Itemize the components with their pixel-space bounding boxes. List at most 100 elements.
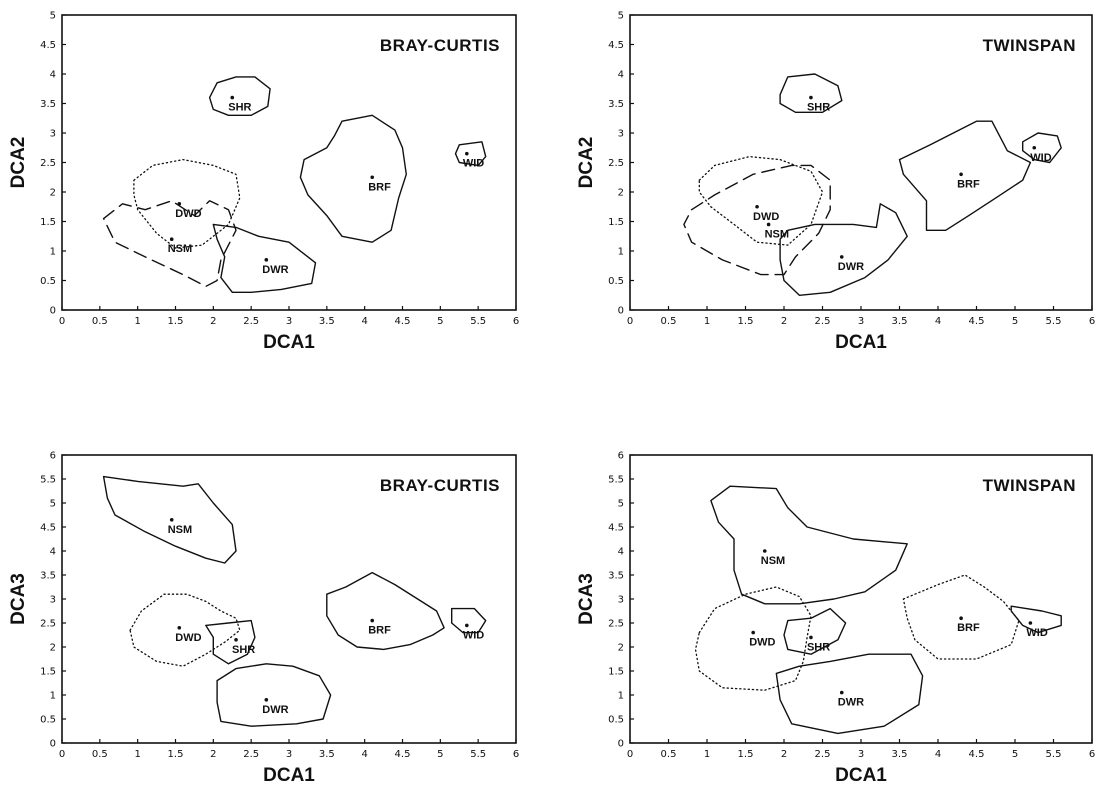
outline-nsm <box>102 475 237 564</box>
outline-brf <box>898 120 1032 232</box>
label-dwd: DWD <box>175 208 201 220</box>
y-tick-label: 2.5 <box>40 619 56 630</box>
x-tick-label: 5 <box>437 316 443 327</box>
y-tick-label: 4 <box>50 70 56 81</box>
x-tick-label: 6 <box>513 316 519 327</box>
x-axis-title: DCA1 <box>835 332 887 353</box>
label-nsm: NSM <box>168 243 192 255</box>
x-axis-title: DCA1 <box>835 765 887 786</box>
outline-dwr <box>212 223 317 293</box>
outline-wid <box>1010 605 1062 634</box>
outline-wid <box>1022 132 1062 164</box>
y-tick-label: 5.5 <box>40 475 56 486</box>
x-tick-label: 4 <box>935 749 941 760</box>
y-tick-label: 2.5 <box>40 158 56 169</box>
x-tick-label: 5.5 <box>470 316 486 327</box>
centroid-brf <box>370 175 375 180</box>
outline-dwd <box>698 155 824 246</box>
y-tick-label: 1 <box>618 691 624 702</box>
y-tick-label: 0 <box>50 739 56 750</box>
x-tick-label: 6 <box>513 749 519 760</box>
x-tick-label: 1.5 <box>738 316 754 327</box>
centroid-dwr <box>839 255 844 259</box>
label-dwr: DWR <box>838 697 864 709</box>
x-tick-label: 4.5 <box>395 316 411 327</box>
panel-title: TWINSPAN <box>983 476 1076 495</box>
outline-dwr <box>779 203 908 296</box>
x-tick-label: 3 <box>858 749 864 760</box>
x-tick-label: 0 <box>627 316 633 327</box>
x-tick-label: 0.5 <box>92 316 108 327</box>
centroid-nsm <box>169 518 174 522</box>
y-tick-label: 3 <box>50 129 56 140</box>
y-tick-label: 0 <box>618 306 624 317</box>
x-tick-label: 4.5 <box>395 749 411 760</box>
x-tick-label: 1 <box>704 749 710 760</box>
y-tick-label: 3.5 <box>40 571 56 582</box>
x-tick-label: 3.5 <box>892 316 908 327</box>
x-tick-label: 4.5 <box>969 749 985 760</box>
label-shr: SHR <box>232 644 255 656</box>
label-wid: WID <box>1026 627 1047 639</box>
x-tick-label: 5.5 <box>470 749 486 760</box>
y-tick-label: 4.5 <box>608 40 624 51</box>
y-tick-label: 0.5 <box>40 715 56 726</box>
y-tick-label: 4.5 <box>40 40 56 51</box>
plot-frame <box>61 454 517 744</box>
outline-dwd <box>129 593 241 667</box>
x-tick-label: 6 <box>1089 749 1095 760</box>
panel-2: 0 0.5 1 1.5 2 2.5 3 3.5 4 4.5 5 5.5 6 0 0.5 1 1.5 2 2.5 3 3.… <box>576 11 1095 354</box>
x-tick-label: 0.5 <box>661 749 677 760</box>
y-tick-label: 0 <box>618 739 624 750</box>
x-tick-label: 1.5 <box>168 316 184 327</box>
outline-nsm <box>683 164 831 276</box>
y-tick-label: 0 <box>50 306 56 317</box>
centroid-nsm <box>169 237 174 241</box>
y-tick-label: 3 <box>50 595 56 606</box>
centroid-brf <box>370 618 375 623</box>
outline-wid <box>451 607 487 634</box>
panel-4: 0 0.5 1 1.5 2 2.5 3 3.5 4 4.5 5 5.5 6 0 0.5 1 1.5 2 2.5 3 3.… <box>576 451 1095 787</box>
panel-3: 0 0.5 1 1.5 2 2.5 3 3.5 4 4.5 5 5.5 6 0 0.5 1 1.5 2 2.5 3 3.… <box>8 451 519 787</box>
x-tick-label: 6 <box>1089 316 1095 327</box>
x-tick-label: 3.5 <box>319 316 335 327</box>
y-tick-label: 5 <box>618 11 624 22</box>
y-tick-label: 0.5 <box>608 715 624 726</box>
label-wid: WID <box>463 158 484 170</box>
outline-nsm <box>710 485 908 605</box>
outline-shr <box>205 619 256 665</box>
y-tick-label: 1 <box>50 247 56 258</box>
centroid-wid <box>465 151 469 156</box>
label-dwd: DWD <box>749 637 775 649</box>
x-tick-label: 0.5 <box>92 749 108 760</box>
centroid-brf <box>959 616 963 620</box>
y-tick-label: 6 <box>618 451 624 462</box>
centroid-shr <box>809 95 813 100</box>
x-tick-label: 0 <box>59 316 65 327</box>
label-brf: BRF <box>368 181 391 193</box>
outline-shr <box>779 73 843 114</box>
y-tick-label: 2 <box>50 643 56 654</box>
y-tick-label: 5 <box>618 499 624 510</box>
y-tick-label: 3.5 <box>608 571 624 582</box>
y-tick-label: 1 <box>50 691 56 702</box>
y-tick-label: 2.5 <box>608 158 624 169</box>
centroid-wid <box>1028 621 1033 625</box>
outline-wid <box>454 141 487 167</box>
panel-title: TWINSPAN <box>983 36 1076 55</box>
centroid-nsm <box>766 222 771 227</box>
x-tick-label: 5 <box>437 749 443 760</box>
x-tick-label: 5 <box>1012 316 1018 327</box>
y-tick-label: 3 <box>618 129 624 140</box>
label-nsm: NSM <box>765 228 789 240</box>
y-axis-title: DCA3 <box>576 573 597 625</box>
outline-dwr <box>216 663 332 727</box>
x-tick-label: 2 <box>210 749 216 760</box>
centroid-dwd <box>177 626 182 630</box>
x-tick-label: 2.5 <box>815 749 831 760</box>
centroid-wid <box>465 623 469 628</box>
x-tick-label: 2 <box>781 316 787 327</box>
x-axis-title: DCA1 <box>263 332 315 353</box>
x-tick-label: 1.5 <box>168 749 184 760</box>
label-dwr: DWR <box>262 264 288 276</box>
